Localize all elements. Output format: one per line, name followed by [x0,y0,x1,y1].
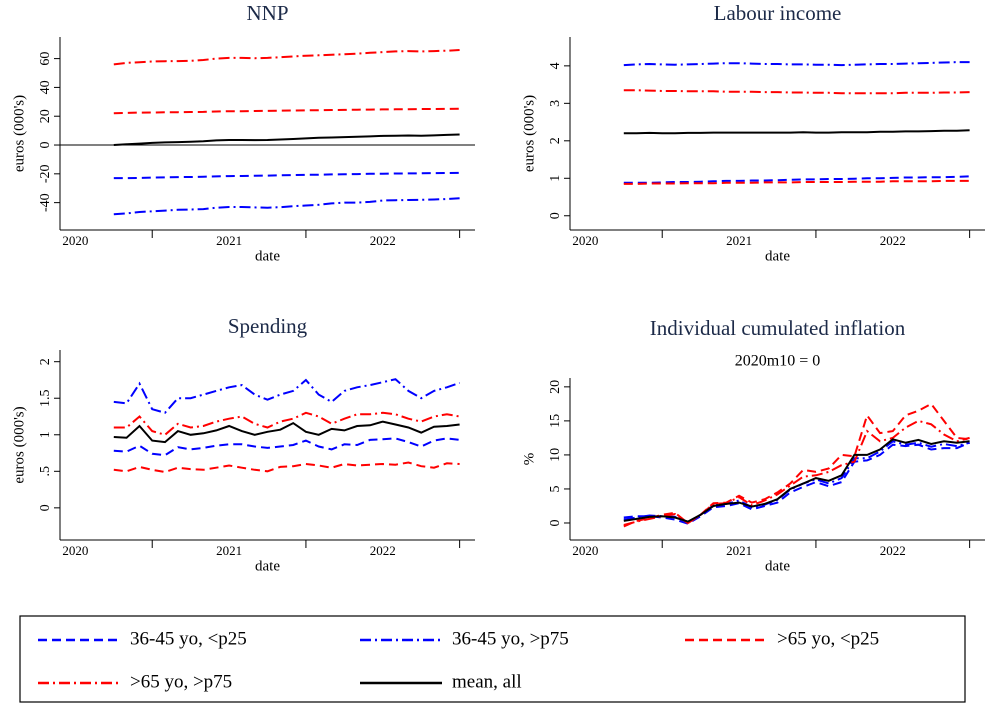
y-tick-label: 15 [548,414,563,428]
y-tick-label: 0 [548,519,563,526]
chart-title: NNP [246,1,288,25]
series-line [623,179,970,185]
x-axis-label: date [765,248,790,264]
series-line [113,420,460,444]
x-axis-label: date [255,248,280,264]
x-axis-label: date [255,558,280,574]
y-tick-label: 4 [548,62,563,69]
y-tick-label: 0 [548,212,563,219]
series-line [623,61,970,67]
x-tick-label: 2020 [572,543,598,558]
y-tick-label: 1.5 [38,389,53,407]
chart-title: Individual cumulated inflation [650,316,906,340]
x-axis-label: date [765,558,790,574]
y-tick-label: 0 [38,142,53,149]
x-tick-label: 2021 [726,233,752,248]
x-tick-label: 2021 [216,233,242,248]
y-axis-label: euros (000's) [11,406,27,483]
y-tick-label: 3 [548,100,563,107]
x-tick-label: 2022 [880,233,906,248]
series-line [113,171,460,180]
series-line [623,441,970,525]
series-line [623,402,970,528]
series-line [113,411,460,436]
y-tick-label: 2 [548,137,563,144]
x-tick-label: 2021 [216,543,242,558]
y-tick-label: 20 [38,109,53,123]
series-line [113,437,460,457]
series-line [113,133,460,146]
y-tick-label: -20 [38,164,53,183]
x-tick-label: 2020 [62,233,88,248]
x-tick-label: 2020 [572,233,598,248]
legend-label: >65 yo, >p75 [130,671,232,692]
series-line [113,197,460,216]
y-tick-label: 0 [38,504,53,511]
x-tick-label: 2022 [370,233,396,248]
y-axis-label: euros (000's) [11,95,27,172]
series-line [623,129,970,135]
y-tick-label: 60 [38,52,53,66]
chart-title: Spending [228,314,308,338]
chart-subtitle: 2020m10 = 0 [735,353,820,370]
y-tick-label: 2 [38,358,53,365]
x-tick-label: 2022 [370,543,396,558]
series-line [623,438,970,523]
legend-label: 36-45 yo, <p25 [130,628,247,649]
y-tick-label: 1 [548,175,563,182]
series-line [623,89,970,95]
y-tick-label: 40 [38,80,53,94]
y-axis-label: euros (000's) [521,95,537,172]
y-tick-label: 5 [548,485,563,492]
series-line [113,49,460,66]
legend-label: >65 yo, <p25 [777,628,879,649]
chart-title: Labour income [714,1,842,25]
legend-label: mean, all [452,671,522,692]
series-line [113,378,460,414]
series-line [113,107,460,115]
legend-label: 36-45 yo, >p75 [452,628,569,649]
y-axis-label: % [521,453,537,466]
series-line [623,175,970,184]
y-tick-label: 1 [38,431,53,438]
y-tick-label: -40 [38,193,53,212]
y-tick-label: 10 [548,448,563,462]
series-line [623,419,970,526]
series-line [113,461,460,474]
x-tick-label: 2022 [880,543,906,558]
legend-box [19,615,966,703]
y-tick-label: 20 [548,380,563,394]
x-tick-label: 2021 [726,543,752,558]
x-tick-label: 2020 [62,543,88,558]
y-tick-label: .5 [38,466,53,477]
